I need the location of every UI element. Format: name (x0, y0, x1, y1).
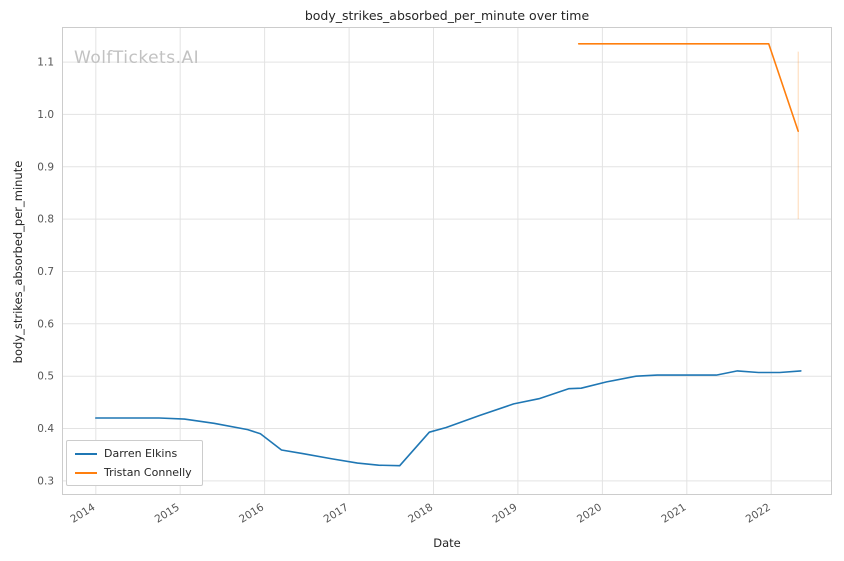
chart-title: body_strikes_absorbed_per_minute over ti… (304, 8, 590, 23)
svg-text:0.8: 0.8 (37, 214, 54, 226)
svg-text:2021: 2021 (659, 501, 688, 525)
watermark: WolfTickets.AI (74, 48, 200, 68)
svg-text:0.3: 0.3 (37, 475, 54, 487)
svg-text:0.4: 0.4 (37, 423, 54, 435)
legend-label: Darren Elkins (104, 447, 178, 460)
legend-entry-darren-elkins: Darren Elkins (75, 447, 192, 460)
svg-text:2020: 2020 (575, 501, 604, 525)
legend: Darren Elkins Tristan Connelly (66, 440, 203, 486)
svg-text:2018: 2018 (406, 501, 435, 525)
svg-text:2017: 2017 (322, 501, 351, 525)
legend-line-icon (75, 471, 97, 474)
svg-text:2022: 2022 (744, 501, 773, 525)
legend-entry-tristan-connelly: Tristan Connelly (75, 466, 192, 479)
svg-text:1.1: 1.1 (37, 57, 54, 69)
svg-text:2019: 2019 (490, 501, 519, 525)
x-axis-label: Date (433, 536, 461, 550)
svg-text:0.6: 0.6 (37, 318, 54, 330)
svg-text:0.9: 0.9 (37, 161, 54, 173)
y-axis-label: body_strikes_absorbed_per_minute (11, 160, 25, 364)
svg-text:2016: 2016 (237, 501, 266, 526)
svg-text:2014: 2014 (68, 501, 97, 526)
svg-text:0.7: 0.7 (37, 266, 54, 278)
legend-line-icon (75, 452, 97, 455)
svg-text:1.0: 1.0 (37, 109, 54, 121)
svg-text:0.5: 0.5 (37, 371, 54, 383)
legend-label: Tristan Connelly (104, 466, 192, 479)
svg-text:2015: 2015 (153, 501, 182, 525)
